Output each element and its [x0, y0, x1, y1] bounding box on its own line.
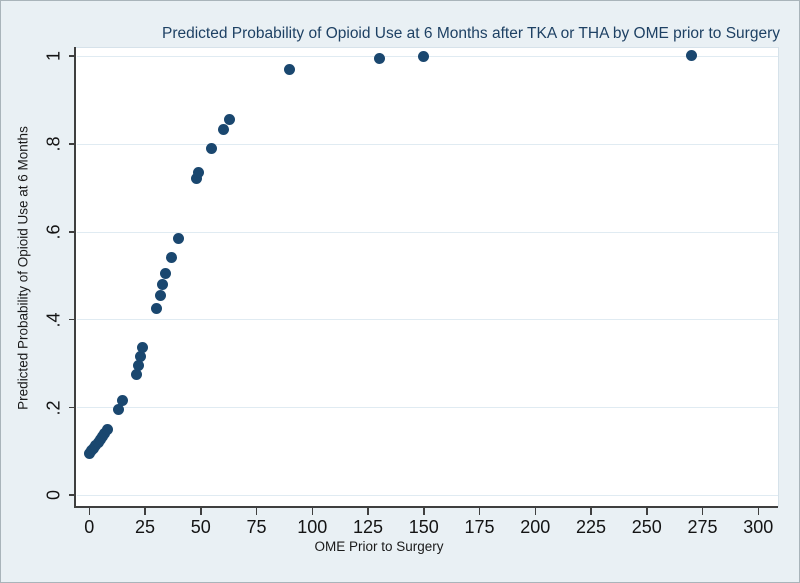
data-point	[373, 52, 385, 64]
y-tick-label: .8	[43, 136, 64, 152]
x-tick	[757, 508, 760, 515]
x-tick-label: 275	[687, 517, 718, 537]
data-point	[685, 50, 697, 62]
y-tick	[69, 55, 76, 57]
plot-area	[76, 47, 779, 507]
y-tick	[69, 143, 76, 145]
x-tick-label: 225	[576, 517, 607, 537]
data-point	[206, 142, 218, 154]
x-tick	[144, 508, 146, 515]
x-tick-label: 100	[297, 517, 328, 537]
y-gridline	[77, 407, 778, 409]
data-point	[112, 403, 124, 415]
x-tick	[646, 508, 648, 515]
x-tick-label: 250	[631, 517, 662, 537]
x-tick	[367, 508, 369, 515]
y-gridline	[77, 319, 778, 321]
data-point	[137, 342, 149, 354]
data-point	[155, 289, 167, 301]
y-gridline	[77, 143, 778, 145]
y-tick-label: 1	[43, 51, 64, 62]
x-tick-label: 200	[520, 517, 551, 537]
x-tick	[88, 508, 91, 515]
chart-title: Predicted Probability of Opioid Use at 6…	[162, 25, 780, 42]
data-point	[224, 114, 236, 126]
data-point	[101, 424, 113, 436]
data-point	[190, 173, 202, 185]
data-point	[117, 395, 129, 407]
data-point	[172, 232, 184, 244]
y-tick-label: .2	[43, 400, 64, 416]
data-point	[159, 267, 171, 279]
x-axis-line	[74, 506, 778, 508]
y-gridline	[77, 494, 778, 496]
x-tick-label: 50	[190, 517, 211, 537]
y-tick	[69, 231, 76, 233]
data-point	[166, 252, 178, 264]
x-tick	[255, 508, 258, 515]
x-tick-label: 150	[408, 517, 439, 537]
x-tick	[311, 508, 314, 515]
data-point	[135, 351, 147, 363]
data-point	[130, 368, 142, 380]
y-tick	[69, 406, 76, 409]
x-tick-label: 0	[84, 517, 95, 537]
x-tick-label: 125	[353, 517, 384, 537]
y-tick-label: .6	[43, 224, 64, 240]
data-point	[418, 51, 430, 63]
x-tick	[200, 508, 202, 515]
y-tick	[69, 318, 76, 321]
x-tick-label: 300	[743, 517, 774, 537]
y-axis-label: Predicted Probability of Opioid Use at 6…	[15, 126, 31, 410]
x-tick	[423, 508, 425, 515]
y-gridline	[77, 231, 778, 233]
x-tick-label: 25	[135, 517, 156, 537]
data-point	[193, 166, 205, 178]
x-tick	[534, 508, 537, 515]
data-point	[132, 359, 144, 371]
data-point	[284, 63, 296, 75]
data-point	[217, 124, 229, 136]
data-point	[157, 278, 169, 290]
y-tick-label: 0	[43, 490, 64, 501]
x-tick	[590, 508, 592, 515]
x-tick	[478, 508, 481, 515]
x-tick-label: 75	[246, 517, 267, 537]
y-axis-line	[74, 47, 76, 508]
data-point	[150, 302, 162, 314]
y-tick	[69, 494, 76, 496]
y-tick-label: .4	[43, 312, 64, 328]
x-tick-label: 175	[464, 517, 495, 537]
x-tick	[701, 508, 704, 515]
x-axis-label: OME Prior to Surgery	[314, 539, 444, 554]
